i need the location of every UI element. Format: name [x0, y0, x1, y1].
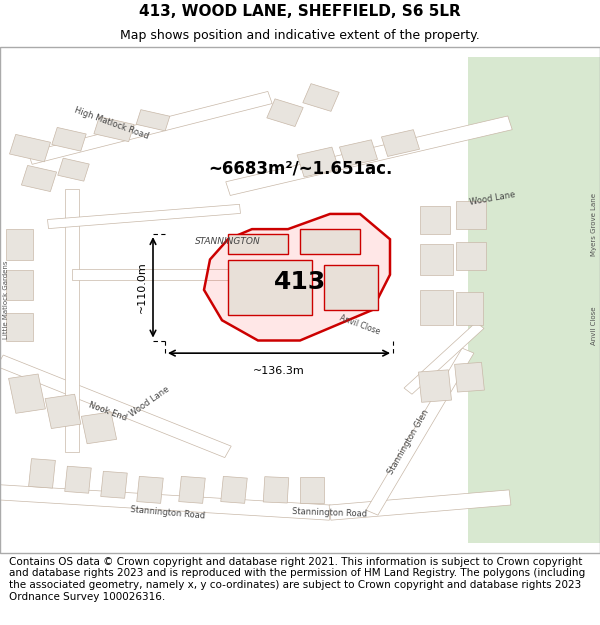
- Bar: [303, 84, 339, 111]
- Text: Anvil Close: Anvil Close: [338, 314, 382, 337]
- Bar: [221, 476, 247, 503]
- Bar: [6, 229, 33, 259]
- Text: ~6683m²/~1.651ac.: ~6683m²/~1.651ac.: [208, 159, 392, 177]
- Bar: [420, 244, 453, 275]
- Text: Stannington Road: Stannington Road: [130, 505, 206, 521]
- Bar: [47, 204, 241, 229]
- Bar: [267, 99, 303, 126]
- Bar: [366, 348, 474, 515]
- Text: ~110.0m: ~110.0m: [137, 261, 147, 313]
- Bar: [101, 471, 127, 498]
- Bar: [340, 140, 377, 167]
- Bar: [456, 292, 483, 325]
- Text: Contains OS data © Crown copyright and database right 2021. This information is : Contains OS data © Crown copyright and d…: [9, 557, 585, 601]
- Bar: [420, 290, 453, 325]
- Bar: [94, 117, 134, 142]
- Bar: [179, 476, 205, 503]
- Bar: [22, 166, 56, 191]
- Bar: [58, 158, 89, 181]
- Bar: [297, 147, 339, 177]
- Bar: [418, 370, 452, 402]
- Text: 413, WOOD LANE, SHEFFIELD, S6 5LR: 413, WOOD LANE, SHEFFIELD, S6 5LR: [139, 4, 461, 19]
- Bar: [456, 201, 486, 229]
- Bar: [6, 269, 33, 300]
- Bar: [29, 459, 55, 488]
- Bar: [72, 269, 240, 280]
- Bar: [382, 129, 419, 156]
- Bar: [0, 485, 331, 520]
- Bar: [404, 322, 484, 394]
- Bar: [456, 242, 486, 269]
- Bar: [10, 134, 50, 162]
- Bar: [65, 466, 91, 493]
- Bar: [8, 374, 46, 413]
- Bar: [137, 476, 163, 503]
- Text: 413: 413: [274, 270, 326, 294]
- Text: Map shows position and indicative extent of the property.: Map shows position and indicative extent…: [120, 29, 480, 42]
- Bar: [300, 478, 324, 502]
- Bar: [65, 189, 79, 452]
- Bar: [6, 312, 33, 341]
- Bar: [52, 127, 86, 151]
- Text: Stannington Road: Stannington Road: [292, 507, 368, 518]
- Text: Stannington Glen: Stannington Glen: [386, 408, 430, 476]
- Text: Little Matlock Gardens: Little Matlock Gardens: [3, 261, 9, 339]
- Bar: [329, 490, 511, 520]
- Polygon shape: [228, 234, 288, 254]
- Text: Wood Lane: Wood Lane: [128, 384, 172, 418]
- Text: Anvil Close: Anvil Close: [591, 306, 597, 344]
- Bar: [420, 206, 450, 234]
- FancyBboxPatch shape: [468, 57, 600, 543]
- Bar: [226, 116, 512, 196]
- Polygon shape: [300, 229, 360, 254]
- Text: Wood Lane: Wood Lane: [469, 190, 515, 208]
- Text: ~136.3m: ~136.3m: [253, 366, 305, 376]
- Bar: [45, 394, 81, 429]
- Text: STANNINGTON: STANNINGTON: [195, 238, 261, 246]
- Text: Nook End: Nook End: [88, 400, 128, 422]
- Bar: [263, 477, 289, 503]
- Bar: [28, 91, 272, 164]
- Bar: [0, 355, 231, 458]
- Bar: [455, 362, 484, 392]
- Polygon shape: [204, 214, 390, 341]
- Bar: [82, 412, 116, 444]
- Polygon shape: [228, 259, 312, 315]
- Text: Myers Grove Lane: Myers Grove Lane: [591, 192, 597, 256]
- Polygon shape: [324, 264, 378, 310]
- Bar: [136, 109, 170, 131]
- Text: High Matlock Road: High Matlock Road: [73, 105, 149, 141]
